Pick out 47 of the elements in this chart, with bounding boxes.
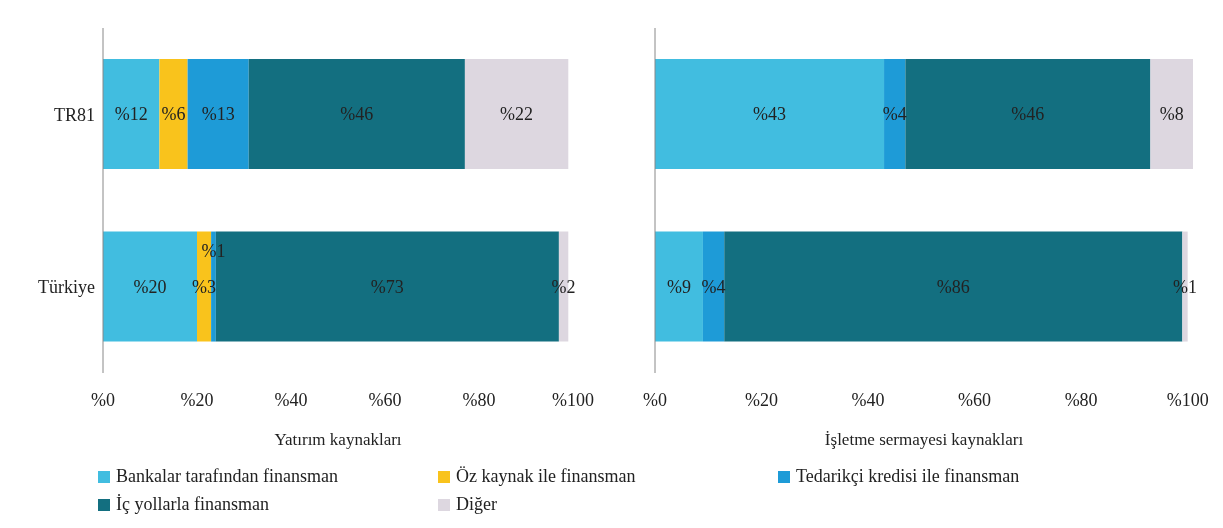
bar <box>159 59 188 170</box>
bar <box>248 59 465 170</box>
data-label: %73 <box>370 276 404 297</box>
bar <box>1150 59 1193 170</box>
data-label: %12 <box>114 104 148 125</box>
x-tick-label: %100 <box>1166 389 1209 410</box>
x-tick-label: %20 <box>745 389 779 410</box>
data-label: %86 <box>936 276 970 297</box>
x-tick-label: %20 <box>180 389 214 410</box>
x-tick-label: %40 <box>274 389 308 410</box>
x-tick-label: %40 <box>851 389 885 410</box>
bar <box>655 231 703 342</box>
bar <box>103 59 160 170</box>
x-tick-label: %100 <box>552 389 594 410</box>
data-label: %13 <box>201 104 235 125</box>
x-tick-label: %0 <box>91 389 115 410</box>
legend-label: Diğer <box>456 494 497 515</box>
x-tick-label: %80 <box>462 389 496 410</box>
data-label: %6 <box>161 104 186 125</box>
x-axis-title: İşletme sermayesi kaynakları <box>824 430 1024 449</box>
data-label: %20 <box>133 276 167 297</box>
data-label: %22 <box>500 104 534 125</box>
legend-label: Bankalar tarafından finansman <box>116 466 338 487</box>
data-label: %46 <box>340 104 374 125</box>
bar <box>702 231 725 342</box>
bar <box>905 59 1151 170</box>
bar <box>884 59 906 170</box>
x-tick-label: %0 <box>643 389 667 410</box>
bar <box>187 59 249 170</box>
legend-label: Öz kaynak ile finansman <box>456 466 636 487</box>
data-label: %8 <box>1159 104 1184 125</box>
data-label: %9 <box>666 276 691 297</box>
x-tick-label: %80 <box>1064 389 1098 410</box>
bar <box>464 59 569 170</box>
data-label: %46 <box>1011 104 1045 125</box>
x-axis-title: Yatırım kaynakları <box>274 430 402 449</box>
legend-label: İç yollarla finansman <box>116 494 269 515</box>
data-label: %43 <box>753 104 787 125</box>
x-tick-label: %60 <box>368 389 402 410</box>
data-label: %4 <box>701 276 726 297</box>
x-tick-label: %60 <box>958 389 992 410</box>
y-tick-label: TR81 <box>53 104 95 125</box>
bar <box>655 59 885 170</box>
data-label: %4 <box>882 104 907 125</box>
legend-label: Tedarikçi kredisi ile finansman <box>796 466 1020 487</box>
y-tick-label: Türkiye <box>38 277 96 298</box>
data-label: %1 <box>201 240 226 261</box>
